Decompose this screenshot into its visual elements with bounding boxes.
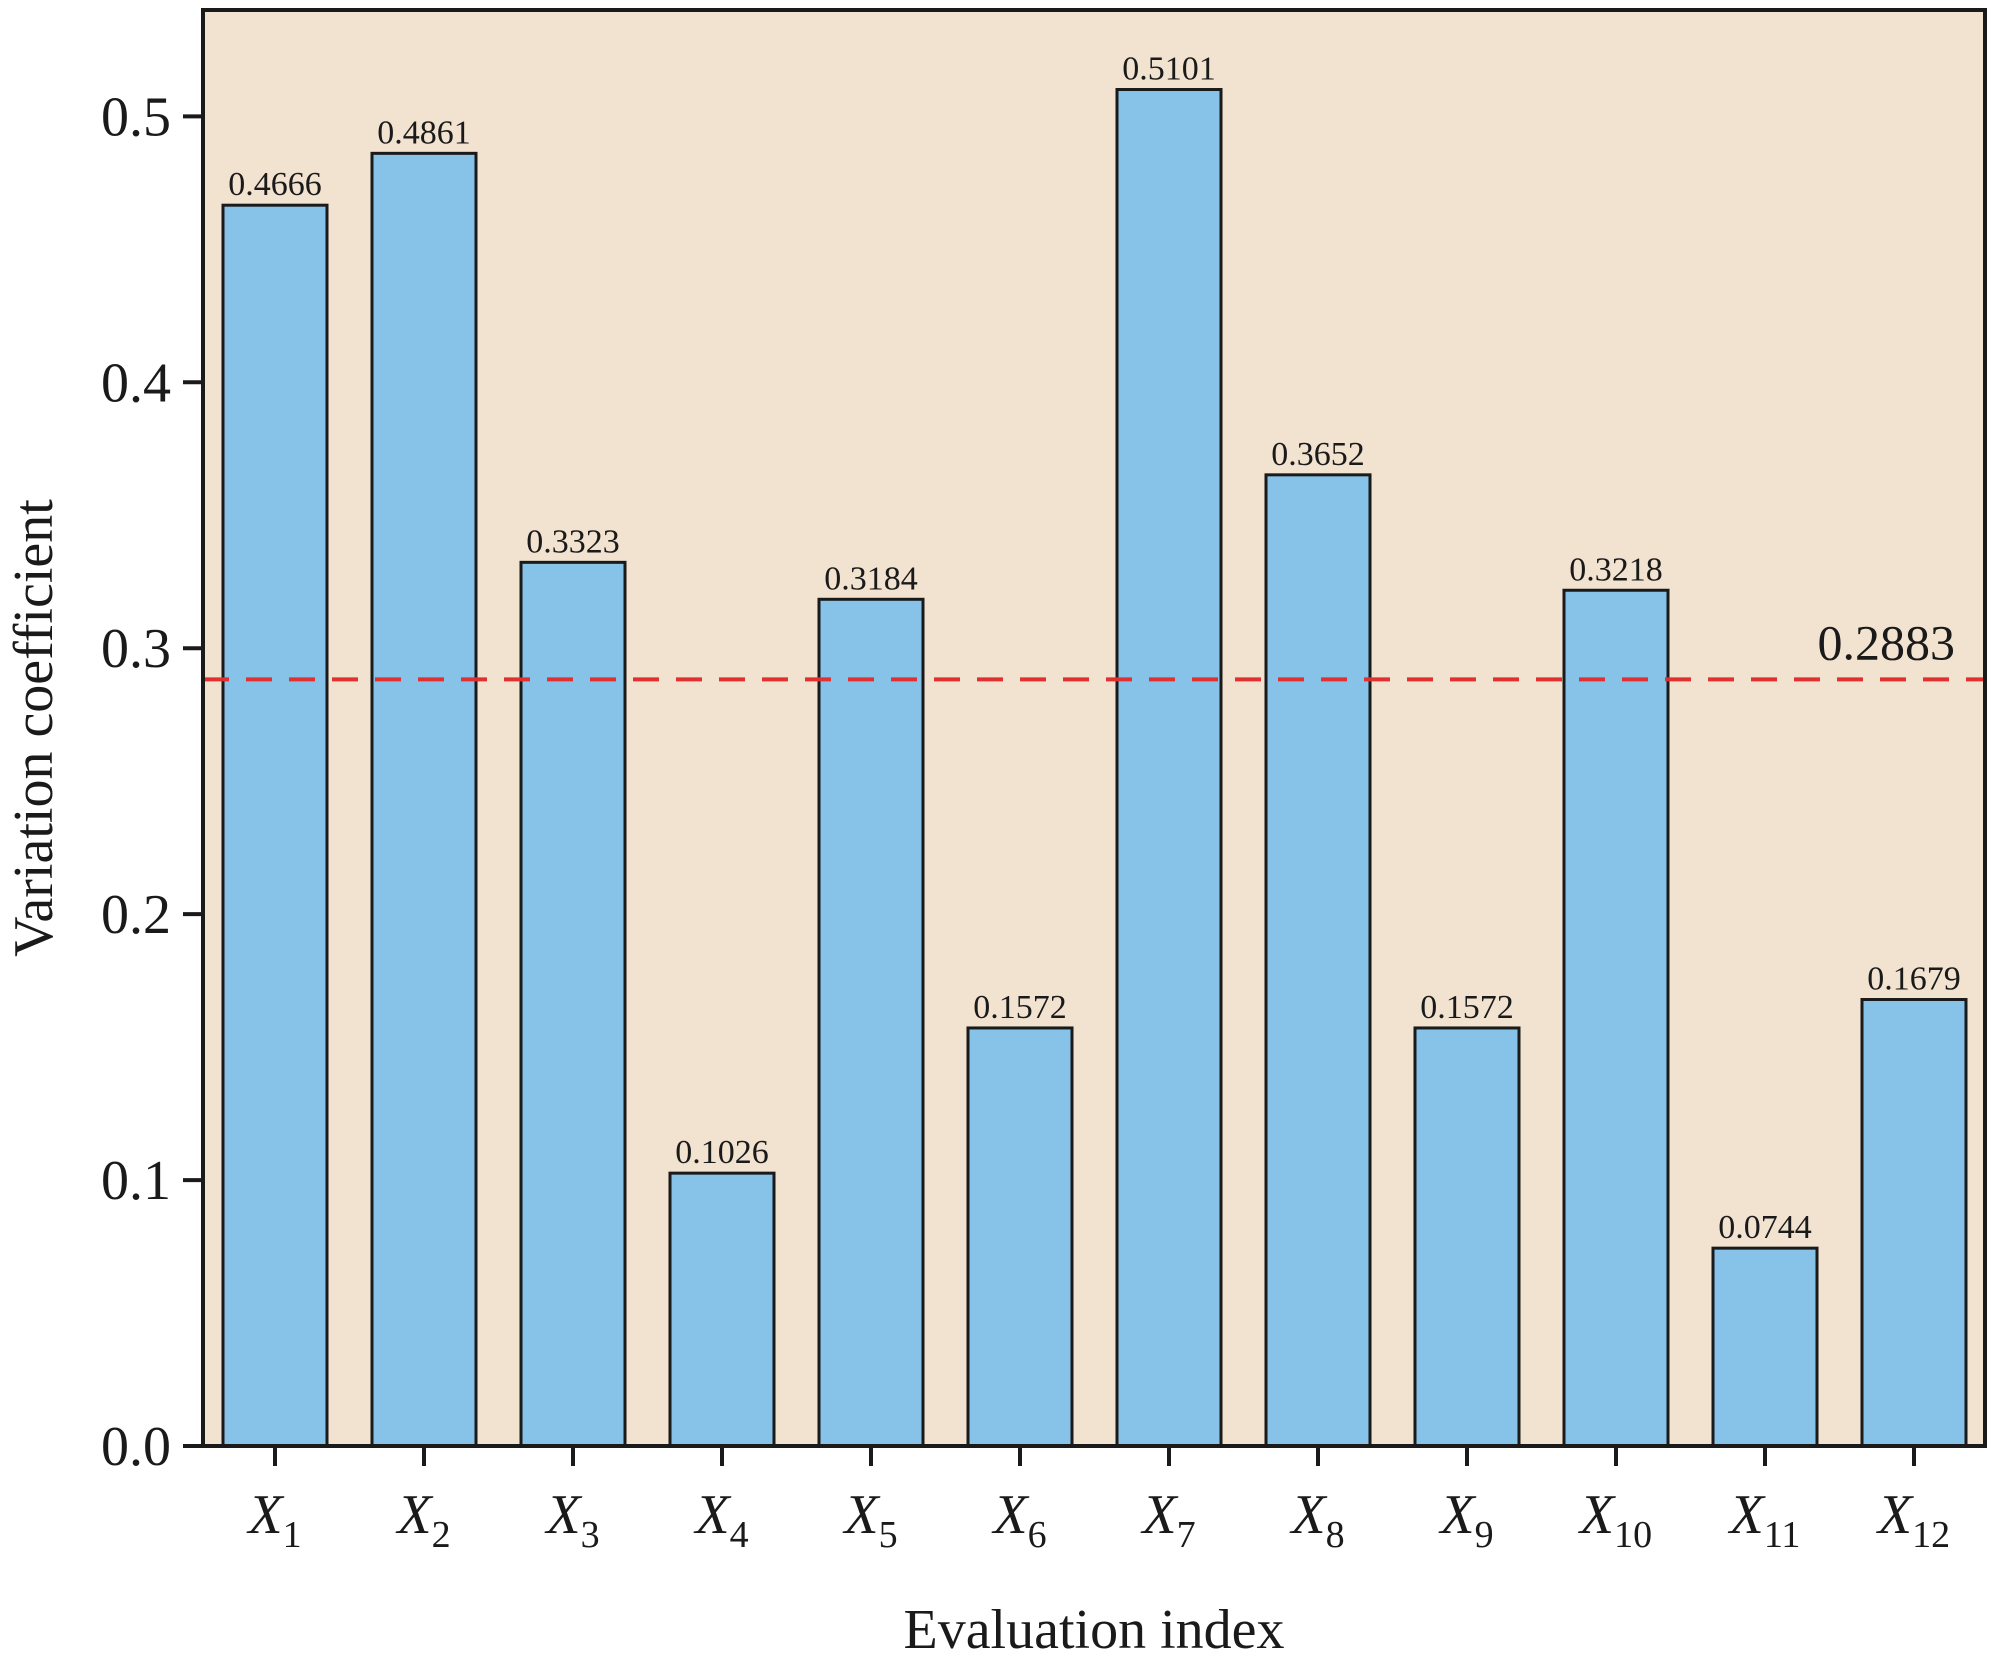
x-tick-label-base: X bbox=[842, 1484, 881, 1546]
x-tick-label-subscript: 2 bbox=[432, 1514, 451, 1556]
x-tick-label: X2 bbox=[395, 1484, 450, 1556]
x-tick-label-base: X bbox=[693, 1484, 732, 1546]
bar bbox=[668, 1171, 776, 1448]
x-tick-label-base: X bbox=[544, 1484, 583, 1546]
x-tick-label-base: X bbox=[395, 1484, 434, 1546]
y-tick-label: 0.0 bbox=[101, 1416, 171, 1478]
y-tick-label: 0.5 bbox=[101, 86, 171, 148]
bar-value-label: 0.1572 bbox=[1420, 989, 1514, 1026]
bars-group bbox=[221, 88, 1968, 1448]
x-tick-label: X8 bbox=[1289, 1484, 1344, 1556]
bar bbox=[370, 151, 478, 1448]
bar-value-label: 0.4861 bbox=[377, 114, 471, 151]
x-tick-label: X5 bbox=[842, 1484, 897, 1556]
reference-line-label: 0.2883 bbox=[1818, 614, 1956, 670]
x-tick-label-subscript: 9 bbox=[1475, 1514, 1494, 1556]
bar bbox=[966, 1026, 1074, 1448]
x-axis-title: Evaluation index bbox=[903, 1599, 1284, 1661]
y-tick-label: 0.1 bbox=[101, 1150, 171, 1212]
x-tick-label-subscript: 11 bbox=[1764, 1514, 1801, 1556]
bar bbox=[817, 597, 925, 1448]
x-tick-label-base: X bbox=[1438, 1484, 1477, 1546]
x-tick-label-base: X bbox=[1876, 1484, 1915, 1546]
x-tick-label: X1 bbox=[246, 1484, 301, 1556]
bar bbox=[1562, 588, 1670, 1448]
x-tick-label: X12 bbox=[1876, 1484, 1950, 1556]
y-tick-label: 0.2 bbox=[101, 884, 171, 946]
x-tick-label-subscript: 6 bbox=[1028, 1514, 1047, 1556]
bar-value-label: 0.5101 bbox=[1122, 51, 1216, 88]
x-tick-label-subscript: 5 bbox=[879, 1514, 898, 1556]
x-tick-label: X4 bbox=[693, 1484, 748, 1556]
bar-value-label: 0.3323 bbox=[526, 523, 620, 560]
x-tick-label-base: X bbox=[1289, 1484, 1328, 1546]
x-tick-label: X7 bbox=[1140, 1484, 1195, 1556]
x-tick-label: X6 bbox=[991, 1484, 1046, 1556]
y-axis-title: Variation coefficient bbox=[3, 499, 65, 957]
plot-frame bbox=[201, 8, 1987, 1448]
bar-value-label: 0.1679 bbox=[1867, 961, 1961, 998]
x-tick-label: X11 bbox=[1728, 1484, 1801, 1556]
bar bbox=[519, 560, 627, 1448]
bar bbox=[1264, 473, 1372, 1448]
bar-value-label: 0.4666 bbox=[228, 166, 322, 203]
x-tick-label-subscript: 7 bbox=[1177, 1514, 1196, 1556]
y-tick-label: 0.3 bbox=[101, 618, 171, 680]
x-tick-label-subscript: 4 bbox=[730, 1514, 749, 1556]
x-tick-label: X3 bbox=[544, 1484, 599, 1556]
plot-area-background bbox=[203, 10, 1985, 1446]
x-tick-label-subscript: 3 bbox=[581, 1514, 600, 1556]
x-tick-label-base: X bbox=[246, 1484, 285, 1546]
bar-value-label: 0.3184 bbox=[824, 560, 918, 597]
x-tick-label-subscript: 1 bbox=[283, 1514, 302, 1556]
x-tick-label-base: X bbox=[991, 1484, 1030, 1546]
x-tick-label: X10 bbox=[1578, 1484, 1652, 1556]
bar-value-label: 0.1572 bbox=[973, 989, 1067, 1026]
x-axis-ticks: X1 X2 X3 X4 X5 X6 X7 X8 X9 X10 X11 X12 bbox=[246, 1446, 1950, 1556]
bar bbox=[1860, 998, 1968, 1448]
x-tick-label-subscript: 12 bbox=[1912, 1514, 1950, 1556]
y-axis-ticks: 0.0 0.1 0.2 0.3 0.4 0.5 bbox=[101, 86, 203, 1478]
y-tick-label: 0.4 bbox=[101, 352, 171, 414]
bar bbox=[221, 203, 329, 1448]
x-tick-label-subscript: 10 bbox=[1614, 1514, 1652, 1556]
bar-value-label: 0.1026 bbox=[675, 1134, 769, 1171]
x-tick-label: X9 bbox=[1438, 1484, 1493, 1556]
bar-value-label: 0.3218 bbox=[1569, 551, 1663, 588]
bar bbox=[1711, 1246, 1819, 1448]
value-labels-group: 0.4666 0.4861 0.3323 0.1026 0.3184 0.1572 0.51… bbox=[228, 51, 1961, 1247]
x-tick-label-subscript: 8 bbox=[1326, 1514, 1345, 1556]
bar-value-label: 0.3652 bbox=[1271, 436, 1365, 473]
x-tick-label-base: X bbox=[1140, 1484, 1179, 1546]
bar-value-label: 0.0744 bbox=[1718, 1209, 1812, 1246]
bar bbox=[1413, 1026, 1521, 1448]
x-tick-label-base: X bbox=[1728, 1484, 1767, 1546]
bar bbox=[1115, 88, 1223, 1448]
x-tick-label-base: X bbox=[1578, 1484, 1617, 1546]
